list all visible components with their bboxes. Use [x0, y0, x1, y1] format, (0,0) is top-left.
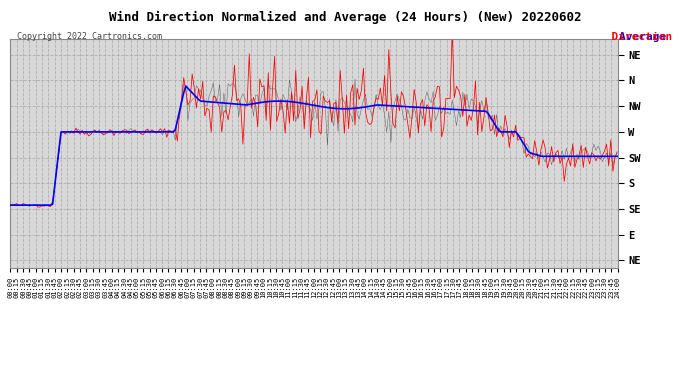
Text: Average: Average: [619, 32, 673, 42]
Text: Wind Direction Normalized and Average (24 Hours) (New) 20220602: Wind Direction Normalized and Average (2…: [109, 11, 581, 24]
Text: Direction: Direction: [544, 32, 673, 42]
Text: Copyright 2022 Cartronics.com: Copyright 2022 Cartronics.com: [17, 32, 162, 41]
